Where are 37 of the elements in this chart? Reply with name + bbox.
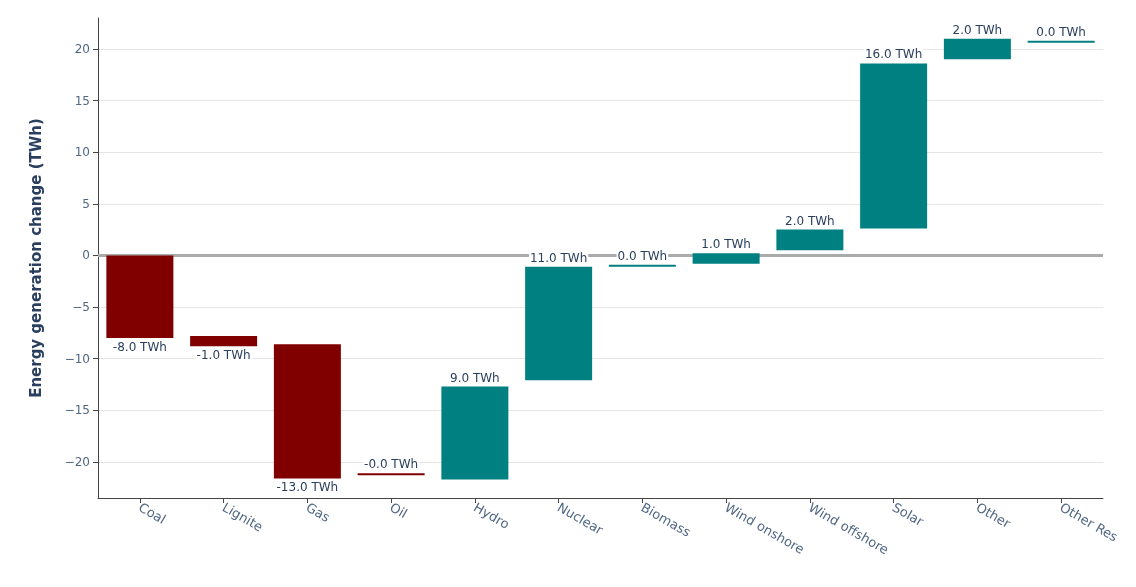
- data-label: 0.0 TWh: [1036, 24, 1086, 39]
- x-tick-label: Solar: [889, 499, 927, 530]
- bar: [441, 386, 509, 480]
- x-tick-label: Oil: [387, 499, 410, 522]
- data-label: 16.0 TWh: [864, 47, 923, 62]
- data-label: 11.0 TWh: [529, 250, 588, 265]
- data-label: -0.0 TWh: [364, 457, 419, 472]
- y-tick-label: −20: [64, 454, 90, 469]
- bar: [106, 255, 174, 338]
- bar: [860, 63, 928, 229]
- y-tick-label: 0: [82, 248, 90, 263]
- bar: [943, 38, 1011, 60]
- bar: [776, 229, 844, 251]
- y-tick-label: −10: [64, 351, 90, 366]
- data-label: 2.0 TWh: [952, 22, 1003, 37]
- data-label: -8.0 TWh: [112, 340, 167, 354]
- x-tick-label: Coal: [136, 499, 169, 527]
- data-label: -13.0 TWh: [276, 480, 339, 495]
- y-tick-label: 10: [74, 145, 90, 160]
- y-tick-label: 15: [74, 93, 90, 108]
- y-tick-label: 5: [82, 196, 90, 211]
- bar: [190, 335, 258, 347]
- bar: [608, 264, 676, 267]
- y-tick-label: 20: [74, 41, 90, 56]
- y-tick-label: −15: [64, 403, 90, 418]
- bar: [525, 266, 593, 381]
- data-label: 0.0 TWh: [617, 248, 668, 263]
- y-tick-label: −5: [72, 300, 90, 315]
- y-axis-title: Energy generation change (TWh): [26, 118, 45, 398]
- bar: [273, 344, 341, 479]
- bar: [692, 253, 760, 264]
- data-label: 1.0 TWh: [701, 237, 751, 252]
- bar: [1027, 40, 1095, 43]
- x-tick-label: Gas: [303, 499, 333, 525]
- data-label: 2.0 TWh: [785, 213, 835, 228]
- data-label: 9.0 TWh: [450, 370, 500, 385]
- data-label: -1.0 TWh: [196, 348, 251, 363]
